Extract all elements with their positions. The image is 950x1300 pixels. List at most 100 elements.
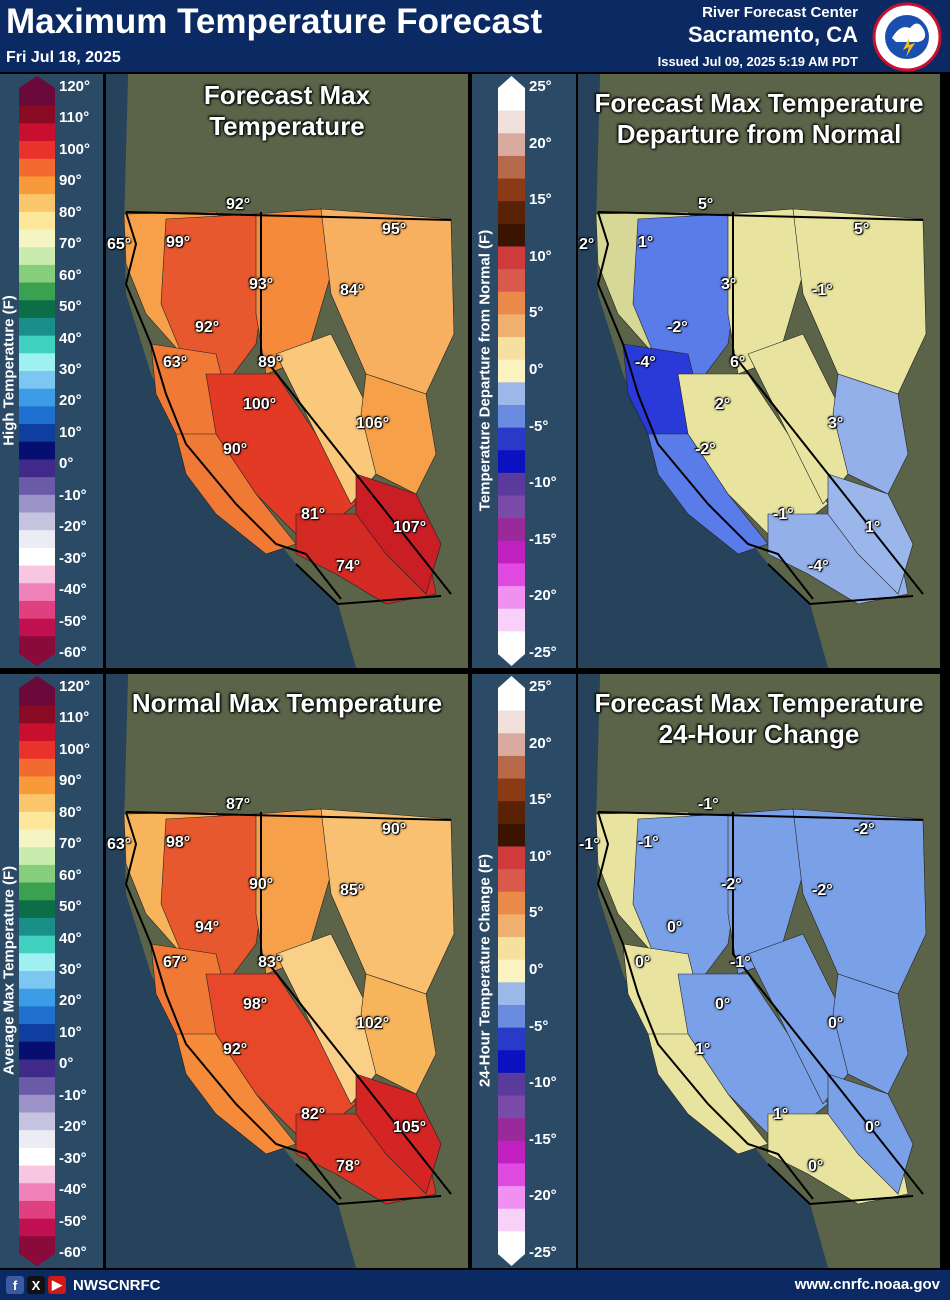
pacific-ocean — [106, 674, 356, 1268]
map-value-label: 92° — [226, 196, 251, 213]
legend-swatch — [498, 1027, 525, 1051]
state-border — [767, 1163, 914, 1206]
region-desert-southeast — [827, 473, 914, 595]
map-value-label: 81° — [301, 506, 326, 523]
state-border — [596, 211, 814, 600]
nws-logo-icon — [872, 2, 942, 72]
pacific-ocean — [578, 74, 828, 668]
map-value-label: 92° — [223, 1041, 248, 1058]
legend-swatch — [498, 495, 525, 519]
legend-title: Average Max Temperature (F) — [0, 865, 18, 1076]
legend-swatch — [498, 291, 525, 315]
website-url[interactable]: www.cnrfc.noaa.gov — [794, 1276, 940, 1293]
legend-swatch — [498, 1208, 525, 1232]
legend-tick-label: -5° — [529, 1017, 549, 1035]
map-value-label: -1° — [812, 282, 833, 299]
panel-title-line2: Departure from Normal — [616, 119, 902, 149]
map-panel-4: Forecast Max Temperature 24-Hour Change -1… — [578, 674, 940, 1268]
youtube-icon[interactable]: ▶ — [48, 1276, 66, 1294]
legend-arrow-down — [19, 1254, 55, 1266]
legend-swatch — [19, 388, 55, 407]
legend-swatch — [498, 427, 525, 451]
legend-swatch — [498, 710, 525, 734]
map-canvas — [106, 74, 468, 668]
map-panel-1: Forecast Max Temperature 65° 92° 99° 95° 93° 84… — [106, 74, 468, 668]
map-value-label: 5° — [698, 196, 714, 213]
map-value-label: 2° — [579, 236, 595, 253]
legend-swatch — [19, 300, 55, 319]
legend-arrow-up — [498, 76, 525, 88]
legend-tick-label: 10° — [59, 1023, 82, 1041]
color-legend: 25° 20° 15° 10° 5° 0° -5° -10° -15° -20° -25° Tempe… — [472, 74, 576, 668]
legend-tick-label: 60° — [59, 266, 82, 284]
legend-swatch — [19, 1183, 55, 1202]
facebook-icon[interactable]: f — [6, 1276, 24, 1294]
state-border — [125, 811, 452, 821]
legend-tick-label: -20° — [59, 1118, 87, 1136]
region-central-coast — [647, 433, 769, 555]
legend-swatch — [498, 801, 525, 825]
legend-swatch — [19, 105, 55, 124]
legend-color-bar — [19, 76, 55, 666]
legend-swatch — [19, 900, 55, 919]
map-value-label: 78° — [336, 1158, 361, 1175]
state-border — [124, 811, 342, 1200]
legend-swatch — [19, 194, 55, 213]
legend-swatch — [19, 1147, 55, 1167]
legend-swatch — [498, 608, 525, 632]
color-legend: 25° 20° 15° 10° 5° 0° -5° -10° -15° -20° -25° 24-Ho… — [472, 674, 576, 1268]
map-value-label: 100° — [243, 396, 277, 413]
map-canvas — [106, 674, 468, 1268]
legend-swatch — [19, 988, 55, 1007]
map-value-label: 3° — [828, 415, 844, 432]
footer-bar: f X ▶ NWSCNRFC www.cnrfc.noaa.gov — [0, 1270, 950, 1300]
legend-tick-label: 90° — [59, 172, 82, 190]
legend-tick-label: -50° — [59, 612, 87, 630]
panel-title: Forecast Max Temperature 24-Hour Change — [578, 688, 940, 750]
legend-tick-label: 70° — [59, 235, 82, 253]
legend-swatch — [19, 935, 55, 954]
legend-swatch — [19, 141, 55, 160]
legend-title: Temperature Departure from Normal (F) — [476, 229, 494, 512]
legend-tick-label: -20° — [529, 587, 557, 605]
legend-swatch — [498, 178, 525, 202]
legend-swatch — [19, 247, 55, 266]
map-value-label: 65° — [107, 236, 132, 253]
map-value-label: 1° — [865, 519, 881, 536]
legend-tick-label: 5° — [529, 304, 544, 322]
region-desert-southeast — [355, 473, 442, 595]
legend-arrow-up — [19, 76, 55, 88]
legend-tick-label: 20° — [529, 134, 552, 152]
legend-tick-label: 120° — [59, 678, 91, 695]
map-value-label: 82° — [301, 1106, 326, 1123]
pacific-ocean — [106, 74, 356, 668]
legend-swatch — [19, 847, 55, 866]
region-central-coast — [175, 433, 297, 555]
legend-swatch — [498, 1140, 525, 1164]
panel-title-line1: Normal Max Temperature — [131, 688, 443, 718]
legend-swatch — [19, 1059, 55, 1078]
legend-swatch — [498, 937, 525, 961]
panel-title-line2: Temperature — [209, 111, 365, 141]
legend-swatch — [19, 477, 55, 496]
legend-tick-label: -30° — [59, 1149, 87, 1167]
legend-swatch — [498, 1231, 525, 1255]
map-value-label: -2° — [721, 876, 742, 893]
legend-title: 24-Hour Temperature Change (F) — [476, 853, 494, 1088]
x-icon[interactable]: X — [27, 1276, 45, 1294]
map-value-label: 63° — [163, 354, 188, 371]
state-border — [597, 811, 924, 821]
map-value-label: 0° — [808, 1158, 824, 1175]
region-central-coast — [175, 1033, 297, 1155]
legend-swatch — [498, 314, 525, 338]
legend-tick-label: -20° — [59, 518, 87, 536]
legend-swatch — [19, 371, 55, 390]
legend-tick-label: 10° — [529, 847, 552, 865]
legend-swatch — [19, 723, 55, 742]
legend-color-bar — [19, 676, 55, 1266]
legend-swatch — [498, 959, 525, 983]
panel-title-line1: Forecast Max Temperature — [594, 88, 924, 118]
legend-tick-label: -60° — [59, 644, 87, 661]
legend-tick-label: 10° — [529, 247, 552, 265]
legend-tick-label: 0° — [59, 455, 74, 473]
